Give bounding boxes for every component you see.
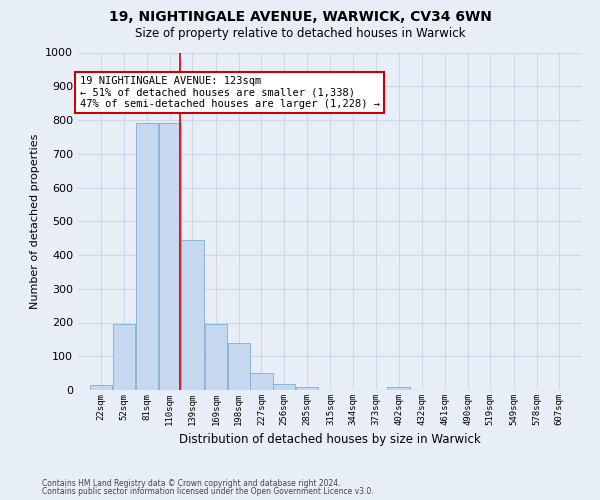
Bar [113, 324, 136, 390]
Bar [250, 374, 272, 390]
Bar [296, 387, 318, 390]
Text: Contains public sector information licensed under the Open Government Licence v3: Contains public sector information licen… [42, 487, 374, 496]
Bar [227, 343, 250, 390]
Bar [388, 386, 410, 390]
Bar [136, 124, 158, 390]
Y-axis label: Number of detached properties: Number of detached properties [29, 134, 40, 309]
Text: 19, NIGHTINGALE AVENUE, WARWICK, CV34 6WN: 19, NIGHTINGALE AVENUE, WARWICK, CV34 6W… [109, 10, 491, 24]
Bar [158, 124, 181, 390]
Text: Size of property relative to detached houses in Warwick: Size of property relative to detached ho… [135, 28, 465, 40]
Bar [273, 384, 295, 390]
X-axis label: Distribution of detached houses by size in Warwick: Distribution of detached houses by size … [179, 434, 481, 446]
Text: Contains HM Land Registry data © Crown copyright and database right 2024.: Contains HM Land Registry data © Crown c… [42, 478, 341, 488]
Bar [205, 324, 227, 390]
Bar [181, 240, 203, 390]
Text: 19 NIGHTINGALE AVENUE: 123sqm
← 51% of detached houses are smaller (1,338)
47% o: 19 NIGHTINGALE AVENUE: 123sqm ← 51% of d… [80, 76, 380, 110]
Bar [89, 385, 112, 390]
